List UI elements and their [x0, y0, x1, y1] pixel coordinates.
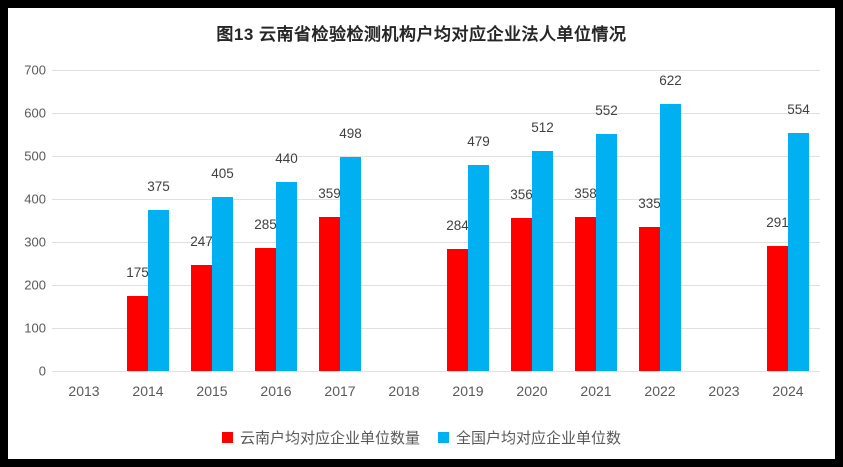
x-tick-label-2021: 2021: [580, 383, 612, 399]
bar-yunnan-2016: [255, 248, 276, 371]
y-axis-labels: 0 100 200 300 400 500 600 700: [24, 63, 820, 379]
bar-yunnan-2021: [575, 217, 596, 371]
y-tick-label-500: 500: [24, 148, 46, 164]
plot-area: 175 375 247 405 285 440 359 498 284 479 356 512 358 5…: [52, 69, 820, 372]
data-label-national-2017: 498: [339, 126, 362, 141]
legend-label: 全国户均对应企业单位数: [456, 430, 622, 447]
x-tick-label-2023: 2023: [708, 383, 740, 399]
y-tick-label-300: 300: [24, 234, 46, 250]
x-tick-label-2014: 2014: [132, 383, 164, 399]
bar-national-2022: [660, 104, 681, 371]
bar-national-2016: [276, 182, 297, 371]
data-label-national-2016: 440: [275, 151, 298, 166]
data-label-yunnan-2014: 175: [126, 265, 149, 280]
x-tick-label-2016: 2016: [260, 383, 292, 399]
data-label-national-2024: 554: [787, 102, 810, 117]
data-label-national-2019: 479: [467, 134, 490, 149]
chart-legend: 云南户均对应企业单位数量 全国户均对应企业单位数: [8, 427, 835, 448]
bar-national-2014: [148, 210, 169, 371]
bar-yunnan-2017: [319, 217, 340, 371]
bar-national-2024: [788, 133, 809, 371]
legend-swatch-icon: [438, 432, 449, 443]
gridline-y600: [52, 112, 820, 114]
y-tick-label-0: 0: [38, 363, 46, 379]
data-label-yunnan-2021: 358: [574, 186, 597, 201]
data-label-national-2021: 552: [595, 103, 618, 118]
y-tick-label-600: 600: [24, 105, 46, 121]
y-tick-label-100: 100: [24, 320, 46, 336]
bar-yunnan-2022: [639, 227, 660, 371]
data-label-national-2022: 622: [659, 73, 682, 88]
bar-national-2021: [596, 134, 617, 371]
data-label-yunnan-2024: 291: [766, 215, 789, 230]
bar-yunnan-2019: [447, 249, 468, 371]
gridline-y0: [52, 370, 820, 372]
legend-label: 云南户均对应企业单位数量: [239, 430, 420, 447]
gridline-y500: [52, 155, 820, 157]
bar-yunnan-2024: [767, 246, 788, 371]
legend-swatch-icon: [221, 432, 233, 443]
data-label-yunnan-2019: 284: [446, 218, 469, 233]
gridline-y300: [52, 241, 820, 243]
data-label-yunnan-2017: 359: [318, 186, 341, 201]
gridline-y700: [52, 69, 820, 71]
gridline-y400: [52, 198, 820, 200]
chart-canvas: 图13 云南省检验检测机构户均对应企业法人单位情况 0 100 200 300 400 5…: [8, 8, 835, 459]
legend-item-national: 全国户均对应企业单位数: [438, 427, 621, 448]
data-label-yunnan-2015: 247: [190, 234, 213, 249]
x-tick-label-2019: 2019: [452, 383, 484, 399]
legend-item-yunnan: 云南户均对应企业单位数量: [221, 427, 420, 448]
x-axis-labels: 2013 2014 2015 2016 2017 2018 2019 2020 2021 2022…: [52, 8, 820, 459]
y-tick-label-200: 200: [24, 277, 46, 293]
gridline-y100: [52, 327, 820, 329]
x-tick-label-2017: 2017: [324, 383, 356, 399]
bar-national-2020: [532, 151, 553, 371]
data-label-yunnan-2016: 285: [254, 217, 277, 232]
x-tick-label-2013: 2013: [68, 383, 100, 399]
data-label-national-2014: 375: [147, 179, 170, 194]
bar-yunnan-2020: [511, 218, 532, 371]
bar-national-2019: [468, 165, 489, 371]
bar-national-2015: [212, 197, 233, 371]
bar-national-2017: [340, 157, 361, 371]
bar-yunnan-2014: [127, 296, 148, 371]
data-label-yunnan-2022: 335: [638, 196, 661, 211]
x-tick-label-2020: 2020: [516, 383, 548, 399]
data-label-national-2015: 405: [211, 166, 234, 181]
gridline-y200: [52, 284, 820, 286]
bar-yunnan-2015: [191, 265, 212, 371]
data-label-national-2020: 512: [531, 120, 554, 135]
chart-title: 图13 云南省检验检测机构户均对应企业法人单位情况: [216, 25, 627, 44]
y-tick-label-700: 700: [24, 62, 46, 78]
y-tick-label-400: 400: [24, 191, 46, 207]
x-tick-label-2024: 2024: [772, 383, 804, 399]
data-label-yunnan-2020: 356: [510, 187, 533, 202]
x-tick-label-2022: 2022: [644, 383, 676, 399]
x-tick-label-2018: 2018: [388, 383, 420, 399]
x-tick-label-2015: 2015: [196, 383, 228, 399]
